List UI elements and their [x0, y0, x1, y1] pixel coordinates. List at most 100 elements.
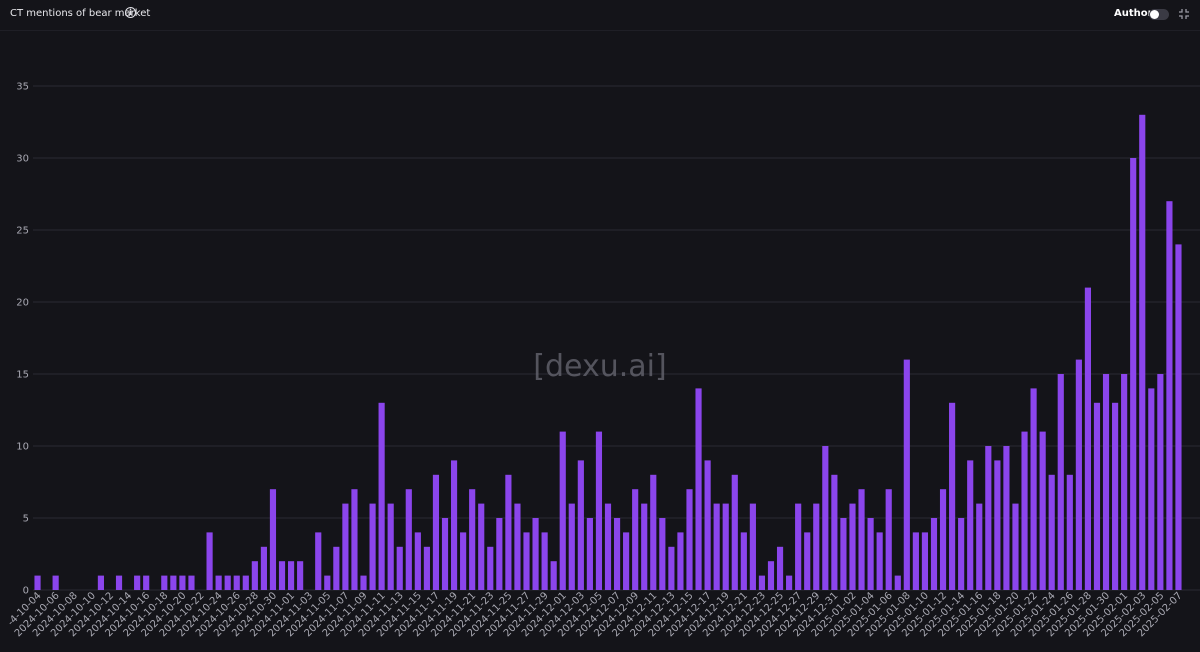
- bar[interactable]: [804, 532, 811, 590]
- bar[interactable]: [423, 546, 430, 590]
- bar[interactable]: [568, 503, 575, 590]
- bar[interactable]: [1166, 201, 1173, 590]
- bar[interactable]: [967, 460, 974, 590]
- bar[interactable]: [623, 532, 630, 590]
- bar[interactable]: [351, 489, 358, 590]
- bar[interactable]: [831, 474, 838, 590]
- bar[interactable]: [405, 489, 412, 590]
- bar[interactable]: [867, 518, 874, 590]
- bar[interactable]: [894, 575, 901, 590]
- bar[interactable]: [1057, 374, 1064, 590]
- bar[interactable]: [260, 546, 267, 590]
- bar[interactable]: [215, 575, 222, 590]
- bar[interactable]: [242, 575, 249, 590]
- bar[interactable]: [487, 546, 494, 590]
- bar[interactable]: [876, 532, 883, 590]
- bar[interactable]: [224, 575, 231, 590]
- bar[interactable]: [170, 575, 177, 590]
- bar[interactable]: [1084, 287, 1091, 590]
- bar[interactable]: [749, 503, 756, 590]
- bar[interactable]: [713, 503, 720, 590]
- bar[interactable]: [1030, 388, 1037, 590]
- bar[interactable]: [641, 503, 648, 590]
- bar[interactable]: [604, 503, 612, 590]
- bar[interactable]: [387, 503, 394, 590]
- bar[interactable]: [586, 518, 593, 590]
- bar[interactable]: [795, 503, 802, 590]
- bar[interactable]: [758, 575, 766, 590]
- bar[interactable]: [179, 575, 186, 590]
- bar[interactable]: [378, 402, 385, 590]
- bar[interactable]: [1148, 388, 1155, 590]
- bar[interactable]: [595, 431, 603, 590]
- bar[interactable]: [324, 575, 331, 590]
- bar[interactable]: [360, 575, 367, 590]
- bar[interactable]: [269, 489, 277, 590]
- bar[interactable]: [994, 460, 1001, 590]
- bar[interactable]: [206, 532, 213, 590]
- bar[interactable]: [34, 575, 41, 590]
- bar[interactable]: [188, 575, 195, 590]
- bar[interactable]: [1121, 374, 1128, 590]
- bar[interactable]: [650, 474, 657, 590]
- bar[interactable]: [97, 575, 104, 590]
- bar[interactable]: [1102, 374, 1110, 590]
- bar[interactable]: [143, 575, 150, 590]
- collapse-icon[interactable]: [1178, 8, 1190, 20]
- bar[interactable]: [659, 518, 666, 590]
- bar[interactable]: [496, 518, 503, 590]
- bar[interactable]: [921, 532, 929, 590]
- bar[interactable]: [776, 546, 784, 590]
- bar[interactable]: [532, 518, 539, 590]
- bar[interactable]: [613, 518, 621, 590]
- bar[interactable]: [559, 431, 566, 590]
- bar[interactable]: [1175, 244, 1182, 590]
- bar[interactable]: [297, 561, 304, 590]
- bar[interactable]: [315, 532, 322, 590]
- bar[interactable]: [949, 402, 956, 590]
- bar[interactable]: [278, 561, 286, 590]
- bar[interactable]: [1093, 402, 1101, 590]
- bar[interactable]: [514, 503, 521, 590]
- bar[interactable]: [668, 546, 675, 590]
- bar[interactable]: [478, 503, 485, 590]
- bar[interactable]: [161, 575, 168, 590]
- bar[interactable]: [786, 575, 793, 590]
- bar[interactable]: [686, 489, 693, 590]
- bar[interactable]: [822, 446, 829, 590]
- authors-toggle[interactable]: [1149, 9, 1169, 20]
- bar[interactable]: [930, 518, 938, 590]
- bar[interactable]: [1066, 474, 1073, 590]
- bar[interactable]: [134, 575, 141, 590]
- bar[interactable]: [695, 388, 702, 590]
- bar[interactable]: [840, 518, 847, 590]
- bar[interactable]: [342, 503, 349, 590]
- bar[interactable]: [1003, 446, 1010, 590]
- bar[interactable]: [432, 474, 440, 590]
- bar[interactable]: [1157, 374, 1164, 590]
- bar[interactable]: [469, 489, 476, 590]
- bar[interactable]: [958, 518, 965, 590]
- bar[interactable]: [985, 446, 992, 590]
- bar[interactable]: [767, 561, 775, 590]
- bar[interactable]: [550, 561, 557, 590]
- bar[interactable]: [333, 546, 340, 590]
- bar[interactable]: [369, 503, 376, 590]
- bar[interactable]: [731, 474, 738, 590]
- bar[interactable]: [677, 532, 684, 590]
- bar[interactable]: [523, 532, 530, 590]
- bar[interactable]: [450, 460, 458, 590]
- info-icon[interactable]: i: [125, 7, 136, 18]
- bar[interactable]: [1130, 158, 1137, 590]
- bar[interactable]: [287, 561, 295, 590]
- bar[interactable]: [1139, 114, 1146, 591]
- bar[interactable]: [541, 532, 548, 590]
- bar[interactable]: [849, 503, 856, 590]
- bar[interactable]: [885, 489, 892, 590]
- bar[interactable]: [396, 546, 403, 590]
- bar[interactable]: [912, 532, 919, 590]
- bar[interactable]: [939, 489, 947, 590]
- bar[interactable]: [1039, 431, 1046, 590]
- bar[interactable]: [1048, 474, 1055, 590]
- bar[interactable]: [903, 359, 910, 590]
